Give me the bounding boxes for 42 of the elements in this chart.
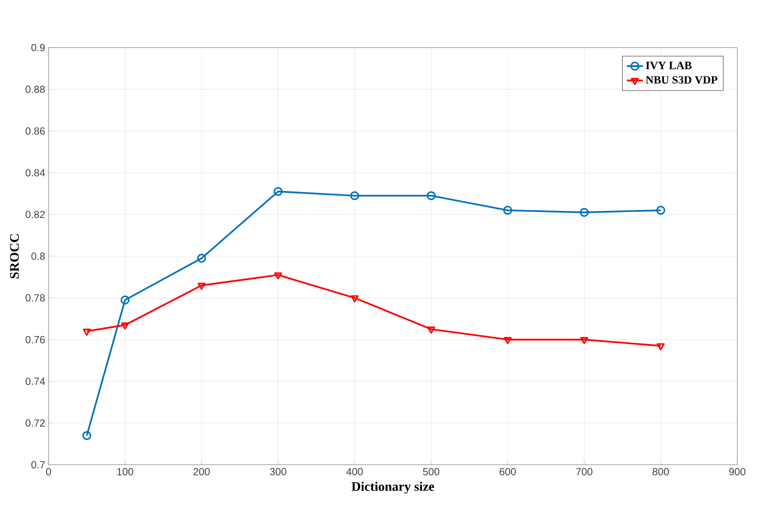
point	[503, 206, 512, 215]
y-tick-label: 0.74	[26, 378, 45, 386]
legend-label: IVY LAB	[646, 62, 692, 70]
x-tick-label: 0	[46, 468, 51, 476]
point	[82, 328, 91, 336]
x-tick-label: 700	[576, 468, 592, 476]
x-tick-label: 200	[194, 468, 210, 476]
point	[580, 337, 588, 344]
x-tick-label: 100	[117, 468, 134, 476]
x-tick-label: 300	[270, 468, 286, 476]
point	[656, 206, 666, 215]
point	[656, 343, 665, 351]
y-tick-label: 0.82	[26, 211, 45, 218]
y-tick-label: 0.8	[31, 252, 45, 260]
x-tick-label: 500	[423, 468, 440, 476]
point	[198, 282, 206, 290]
y-tick-label: 0.7	[31, 461, 45, 469]
y-tick-label: 0.86	[26, 128, 45, 135]
point	[197, 254, 206, 263]
point	[274, 187, 283, 196]
y-tick-label: 0.72	[26, 420, 45, 427]
x-tick-label: 900	[729, 468, 746, 476]
point	[580, 208, 589, 218]
y-tick-label: 0.9	[31, 44, 45, 52]
x-axis-title: Dictionary size	[352, 482, 434, 494]
y-axis-title: SROCC	[10, 234, 19, 279]
x-tick-label: 400	[346, 468, 363, 476]
point	[504, 337, 512, 344]
point	[274, 272, 282, 280]
point	[350, 191, 360, 200]
y-tick-label: 0.88	[26, 86, 45, 94]
point	[426, 191, 436, 200]
y-tick-label: 0.76	[26, 336, 45, 344]
y-tick-label: 0.84	[26, 169, 45, 177]
point	[427, 326, 436, 334]
x-tick-label: 800	[652, 468, 669, 476]
point	[350, 295, 359, 303]
x-tick-label: 600	[500, 468, 516, 476]
point	[121, 322, 130, 330]
legend-label: NBU S3D VDP	[646, 76, 718, 84]
y-tick-label: 0.78	[26, 294, 45, 302]
point	[120, 296, 130, 305]
